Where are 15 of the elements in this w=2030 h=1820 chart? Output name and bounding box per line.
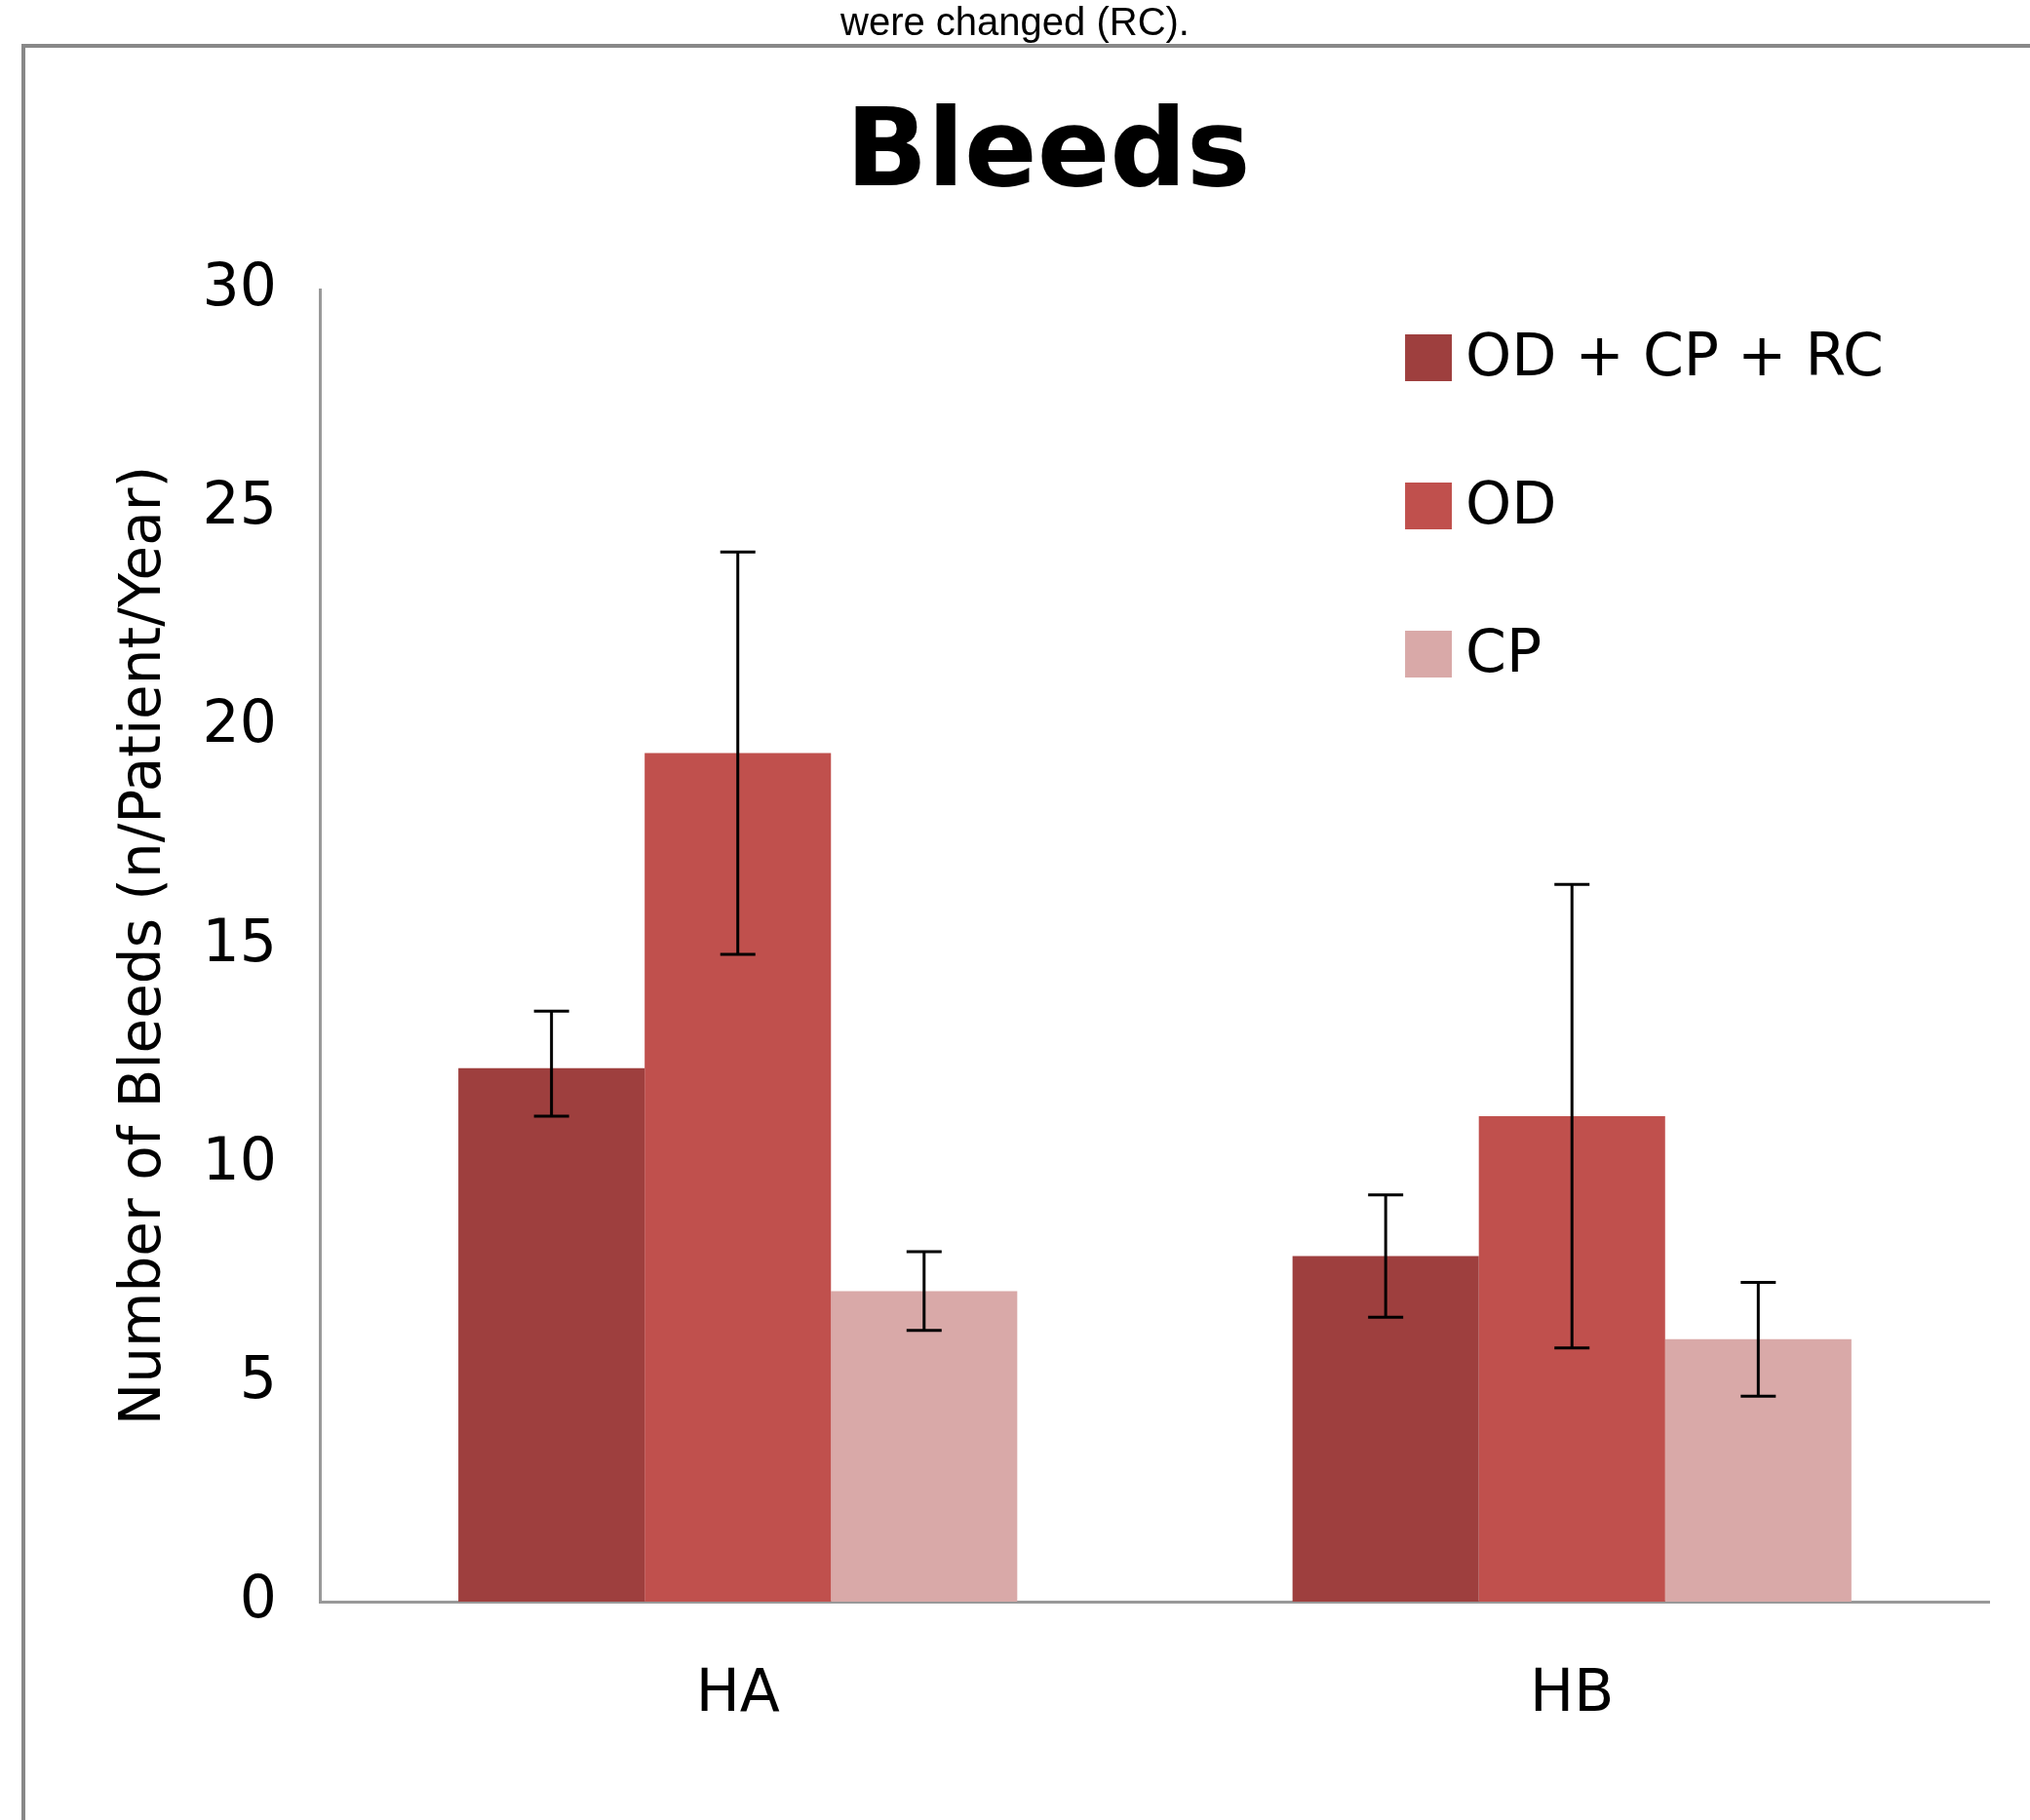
x-tick-label: HA (695, 1655, 780, 1724)
legend-label: CP (1465, 616, 1542, 685)
legend-label: OD (1465, 468, 1557, 537)
y-tick-label: 10 (202, 1124, 277, 1193)
text: were changed (RC). (839, 0, 1191, 44)
y-tick-label: 0 (239, 1562, 277, 1631)
y-tick-label: 25 (202, 468, 277, 537)
y-tick-label: 20 (202, 687, 277, 756)
y-tick-label: 5 (239, 1343, 277, 1413)
chart-title: Bleeds (845, 85, 1251, 211)
y-tick-label: 15 (202, 906, 277, 975)
y-axis-title: Number of Bleeds (n/Patient/Year) (106, 465, 174, 1426)
x-tick-label: HB (1530, 1655, 1615, 1724)
legend-label: OD + CP + RC (1465, 320, 1884, 389)
y-tick-label: 30 (202, 250, 277, 319)
